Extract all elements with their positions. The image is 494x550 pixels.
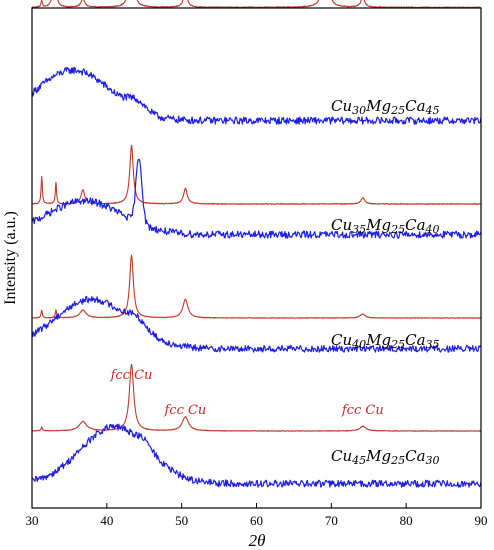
series-line-7: [31, 363, 482, 432]
series-line-6: [31, 295, 482, 353]
series-line-5: [31, 254, 482, 319]
x-tick-label-80: 80: [400, 513, 413, 528]
series-label-6: Cu40Mg25Ca35: [331, 331, 440, 351]
y-axis-label: Intensity (a.u.): [2, 211, 19, 305]
series-line-2: [31, 66, 482, 125]
x-axis-ticks: [31, 503, 482, 508]
x-tick-label-40: 40: [100, 513, 113, 528]
fcc-cu-annotation-2: fcc Cu: [163, 403, 206, 418]
fcc-cu-annotation-1: fcc Cu: [110, 368, 153, 383]
x-tick-label-70: 70: [325, 513, 338, 528]
series-label-2: Cu30Mg25Ca45: [331, 97, 440, 117]
x-axis-tick-labels: 30 40 50 60 70 80 90: [26, 513, 488, 528]
series-group: [31, 0, 482, 488]
series-line-1: [31, 0, 482, 9]
series-label-4: Cu35Mg25Ca40: [331, 216, 440, 236]
x-tick-label-50: 50: [175, 513, 188, 528]
series-label-8: Cu45Mg25Ca30: [331, 447, 440, 467]
series-line-3: [31, 144, 482, 205]
fcc-cu-annotation-3: fcc Cu: [341, 403, 384, 418]
x-tick-label-30: 30: [26, 513, 39, 528]
series-line-8: [31, 423, 482, 488]
x-axis-label: 2θ: [249, 531, 266, 550]
series-label-group: Cu30Mg25Ca45 Cu35Mg25Ca40 Cu40Mg25Ca35 Cu45…: [331, 97, 440, 467]
x-tick-label-60: 60: [250, 513, 263, 528]
series-line-4: [31, 158, 482, 239]
annotation-group: fcc Cu fcc Cu fcc Cu: [110, 368, 384, 418]
x-tick-label-90: 90: [475, 513, 488, 528]
